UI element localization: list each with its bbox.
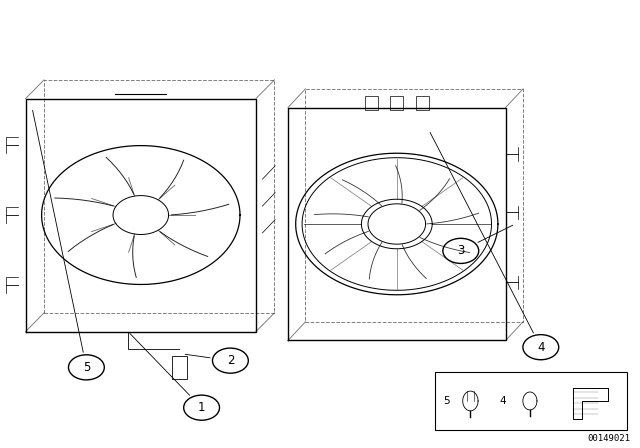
Text: 2: 2 [227,354,234,367]
Text: 4: 4 [499,396,506,406]
Bar [390,96,403,110]
Text: 1: 1 [198,401,205,414]
Text: 00149021: 00149021 [588,434,630,443]
Bar [172,356,187,379]
Bar [416,96,429,110]
Text: 5: 5 [83,361,90,374]
Text: 3: 3 [457,244,465,258]
Text: 5: 5 [444,396,450,406]
Bar [365,96,378,110]
Text: 4: 4 [537,340,545,354]
